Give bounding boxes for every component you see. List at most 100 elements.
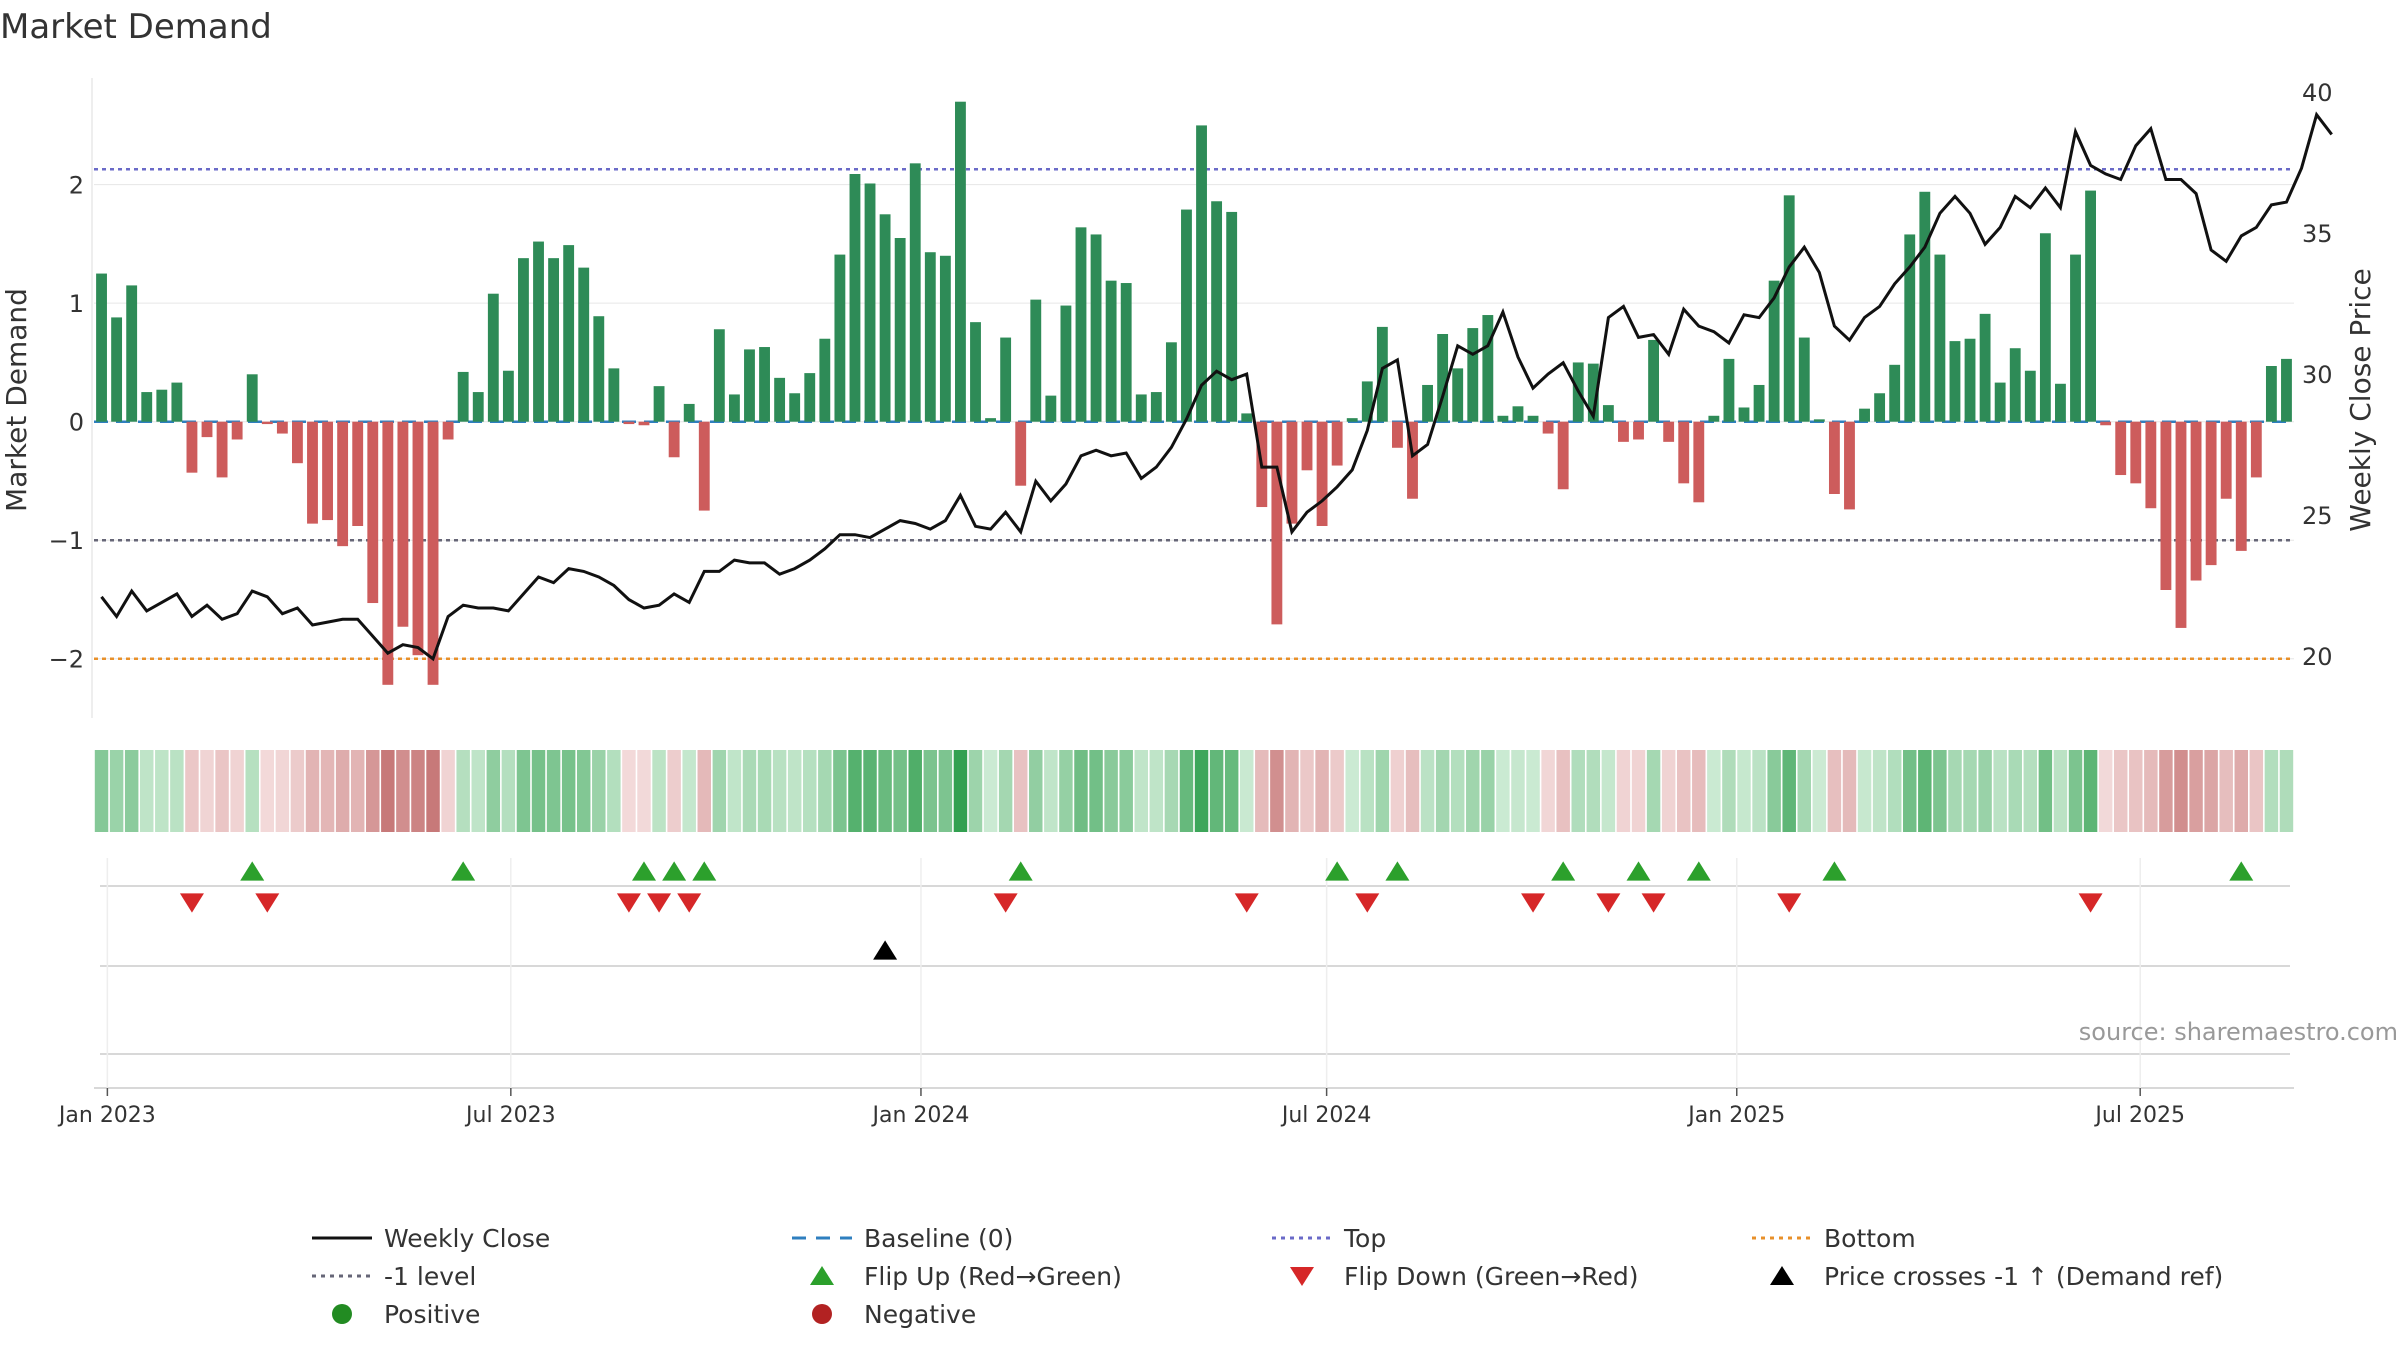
demand-bar (367, 421, 379, 604)
demand-bar (2265, 366, 2277, 422)
demand-bar (759, 347, 770, 422)
demand-bar (548, 258, 560, 422)
demand-bar (728, 394, 740, 422)
heat-cell (1390, 750, 1405, 832)
heat-cell (772, 750, 787, 832)
heat-cell (2174, 750, 2188, 832)
demand-bar (985, 418, 996, 422)
heat-cell (863, 750, 877, 832)
demand-heat-strip (94, 750, 2294, 832)
heat-cell (1631, 750, 1646, 832)
demand-bar (1181, 209, 1192, 422)
legend-item-positive: Positive (332, 1300, 480, 1329)
heat-cell (1134, 750, 1148, 832)
demand-bar (1783, 195, 1795, 422)
legend-label: Top (1343, 1224, 1386, 1253)
demand-bar (2190, 421, 2202, 581)
flip-up-marker (1385, 861, 1410, 881)
demand-bar (1286, 421, 1298, 524)
demand-bar (1708, 415, 1720, 422)
heat-cell (1661, 750, 1676, 832)
legend-swatch (332, 1304, 352, 1324)
heat-cell (1119, 750, 1133, 832)
y-tick-label-right: 35 (2302, 220, 2333, 248)
demand-bar (276, 421, 288, 434)
heat-cell (1209, 750, 1224, 832)
demand-bar (397, 421, 409, 627)
heat-cell (1511, 750, 1525, 832)
demand-bar (1663, 421, 1675, 442)
demand-bar (1105, 280, 1117, 422)
demand-bar (834, 254, 846, 422)
flip-down-marker (1521, 893, 1546, 913)
heat-cell (1330, 750, 1344, 832)
heat-cell (381, 750, 395, 832)
heat-cell (2264, 750, 2279, 832)
demand-bar (849, 174, 861, 422)
demand-bar (864, 183, 876, 422)
demand-bar (1045, 395, 1057, 422)
demand-bar (1994, 382, 2006, 422)
demand-bar (472, 392, 484, 422)
demand-bar (1467, 328, 1479, 422)
legend-item-negative: Negative (812, 1300, 976, 1329)
demand-bar (231, 421, 243, 440)
heat-cell (230, 750, 244, 832)
heat-cell (893, 750, 907, 832)
demand-bar (1618, 421, 1629, 442)
heat-cell (1194, 750, 1209, 832)
heat-cell (2219, 750, 2233, 832)
demand-bar (1859, 408, 1870, 422)
reference-lines (94, 168, 2294, 660)
heat-cell (1104, 750, 1118, 832)
demand-bar (939, 255, 951, 422)
heat-cell (1179, 750, 1194, 832)
heat-cell (2279, 750, 2294, 832)
flip-down-marker (179, 893, 204, 913)
heat-cell (998, 750, 1013, 832)
demand-bar (2100, 421, 2112, 426)
demand-bar (337, 421, 349, 547)
demand-bar (126, 285, 138, 422)
legend-item-weekly_close: Weekly Close (312, 1224, 550, 1253)
demand-bar (518, 258, 529, 422)
heat-cell (1255, 750, 1269, 832)
heat-cell (185, 750, 199, 832)
demand-bar (1934, 254, 1946, 422)
demand-bar (1904, 234, 1916, 422)
demand-bar (1211, 201, 1223, 422)
flip-down-marker (1355, 893, 1380, 913)
demand-bar (1678, 421, 1690, 484)
heat-cell (1676, 750, 1691, 832)
heat-cell (652, 750, 666, 832)
demand-bar (1919, 191, 1931, 422)
demand-bar (1557, 421, 1569, 490)
heat-cell (2189, 750, 2203, 832)
demand-bar (1030, 299, 1042, 422)
legend-label: Positive (384, 1300, 480, 1329)
demand-bar (2281, 358, 2292, 422)
heat-cell (1420, 750, 1435, 832)
demand-bar (457, 371, 469, 422)
heat-cell (1481, 750, 1495, 832)
demand-bar (955, 101, 966, 422)
legend-swatch (810, 1266, 834, 1285)
heat-cell (140, 750, 154, 832)
demand-bar (638, 421, 650, 426)
heat-cell (1435, 750, 1450, 832)
heat-cell (94, 750, 109, 832)
heat-cell (2129, 750, 2143, 832)
legend-item-flip_down: Flip Down (Green→Red) (1290, 1262, 1639, 1291)
heat-cell (1978, 750, 1992, 832)
demand-bar (2205, 421, 2217, 566)
heat-cell (170, 750, 184, 832)
heat-cell (1044, 750, 1058, 832)
flip-up-marker (692, 861, 717, 881)
heat-cell (757, 750, 772, 832)
y-axis-label-right: Weekly Close Price (2344, 268, 2377, 531)
heat-cell (366, 750, 380, 832)
heat-cell (1466, 750, 1480, 832)
demand-bar (1949, 341, 1961, 422)
heat-cell (456, 750, 470, 832)
demand-bar (1000, 337, 1012, 422)
